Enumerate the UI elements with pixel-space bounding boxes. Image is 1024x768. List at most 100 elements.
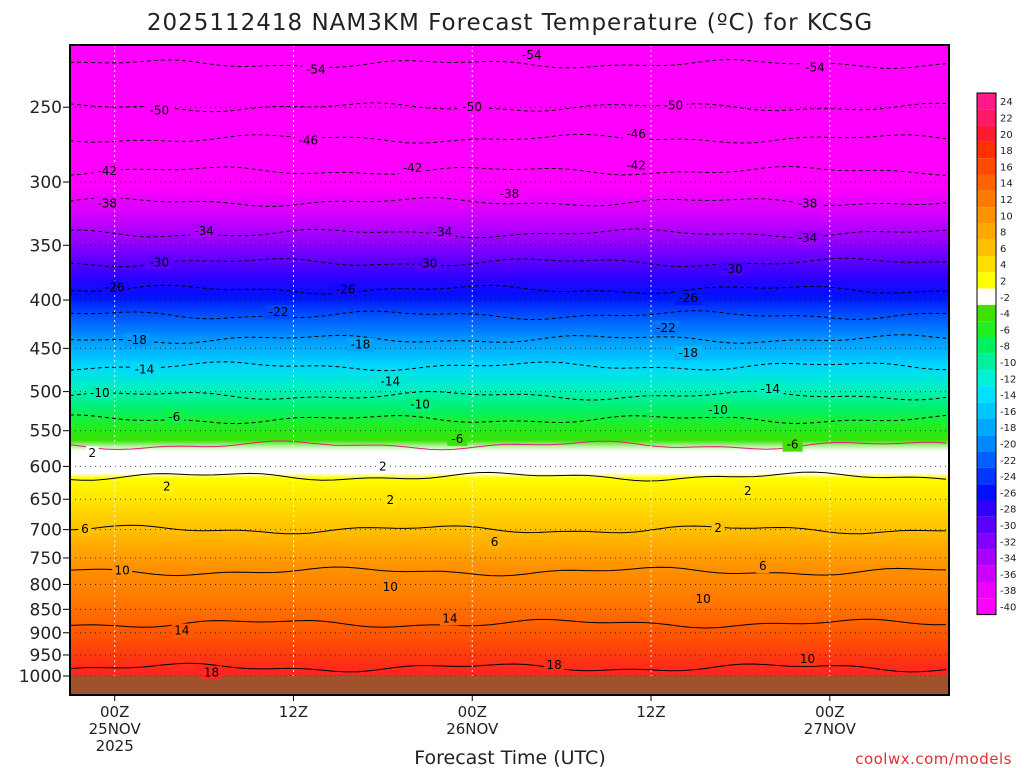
contour-label: 10 <box>115 563 130 577</box>
contour-label: 10 <box>383 580 398 594</box>
y-tick-label: 450 <box>30 339 62 359</box>
colorbar-swatch <box>977 435 996 452</box>
contour-lines <box>70 59 947 673</box>
contour-label-bg <box>518 47 546 62</box>
colorbar-swatch <box>977 174 996 191</box>
x-axis-label: Forecast Time (UTC) <box>414 747 605 768</box>
colorbar-label: 10 <box>1000 211 1013 222</box>
contour-label-bg <box>801 60 829 75</box>
contour-line <box>70 310 947 321</box>
contour-label-bg <box>622 127 650 142</box>
contour-label-bg <box>399 161 427 176</box>
contour-label: 2 <box>744 484 752 498</box>
contour-line <box>70 334 947 344</box>
contour-label: -10 <box>90 386 110 400</box>
contour-label: -14 <box>135 363 155 377</box>
contour-label-bg <box>93 163 121 178</box>
contour-label: -46 <box>626 127 646 141</box>
colorbar-swatch <box>977 141 996 159</box>
contour-label: -26 <box>678 291 698 305</box>
contour-line <box>70 257 947 268</box>
colorbar-swatch <box>977 353 996 371</box>
contour-label: -38 <box>97 196 117 210</box>
colorbar-label: -26 <box>1000 488 1016 499</box>
contour-label-bg <box>164 410 185 425</box>
ground-layer <box>70 676 949 695</box>
contour-labels: -58 -54 -54 -54 -50 -50 -50 -46 -46 -42 -42 -42 -38 -… <box>78 47 829 680</box>
contour-label-bg <box>380 580 401 595</box>
contour-label: -6 <box>787 438 799 452</box>
contour-label-bg <box>674 345 702 360</box>
colorbar-label: -34 <box>1000 554 1016 565</box>
y-axis: 250 300 350 400 450 500 550 600 650 700 750 800 850 9… <box>19 98 70 687</box>
colorbar-swatch <box>977 158 996 175</box>
contour-label: 6 <box>759 559 767 573</box>
contour-label-bg <box>145 255 173 270</box>
colorbar-label: -16 <box>1000 407 1016 418</box>
contour-label-bg <box>428 225 456 240</box>
contour-label: 2 <box>379 459 387 473</box>
contour-label: -50 <box>462 100 482 114</box>
colorbar-swatch <box>977 109 996 126</box>
colorbar-label: 16 <box>1000 162 1013 173</box>
colorbar-label: -40 <box>1000 602 1016 613</box>
contour-label: -54 <box>306 62 326 76</box>
colorbar-swatch <box>977 419 996 436</box>
contour-label-bg <box>112 563 133 578</box>
contour-label: 2 <box>163 479 171 493</box>
contour-label-bg <box>78 522 92 537</box>
y-tick-label: 400 <box>30 291 62 311</box>
colorbar-label: -38 <box>1000 586 1016 597</box>
colorbar-label: -10 <box>1000 358 1016 369</box>
contour-label: -54 <box>805 61 825 75</box>
colorbar-swatch <box>977 484 996 501</box>
colorbar-swatch <box>977 207 996 224</box>
contour-label: 10 <box>696 592 711 606</box>
contour-label-bg <box>674 290 702 305</box>
contour-label: 6 <box>81 522 89 536</box>
contour-label: -34 <box>433 225 453 239</box>
contour-label: -22 <box>656 321 676 335</box>
y-tick-label: 750 <box>30 549 62 569</box>
x-tick-label: 00Z <box>815 703 844 721</box>
colorbar-swatch <box>977 370 996 387</box>
colorbar-label: -8 <box>1000 342 1010 353</box>
colorbar-swatch <box>977 93 996 110</box>
colorbar-label: 2 <box>1000 276 1006 287</box>
colorbar-label: 20 <box>1000 130 1013 141</box>
contour-label: 18 <box>204 666 219 680</box>
x-tick-label: 26NOV <box>446 720 499 738</box>
y-tick-label: 700 <box>30 521 62 541</box>
contour-label-bg <box>711 520 725 535</box>
contour-line <box>70 618 947 629</box>
contour-label-bg <box>123 333 151 348</box>
contour-label-bg <box>793 196 821 211</box>
credit-text: coolwx.com/models <box>855 750 1012 768</box>
contour-label-bg <box>160 479 174 494</box>
x-tick-label: 00Z <box>458 703 487 721</box>
contour-label-bg <box>93 196 121 211</box>
contour-label: -18 <box>678 346 698 360</box>
chart-title: 2025112418 NAM3KM Forecast Temperature (… <box>147 10 873 36</box>
colorbar-label: 22 <box>1000 113 1013 124</box>
x-tick-label: 00Z <box>100 703 129 721</box>
contour-label: -18 <box>127 333 147 347</box>
contour-label-bg <box>376 459 390 474</box>
temperature-field <box>70 45 949 695</box>
colorbar-swatch <box>977 321 996 338</box>
y-tick-label: 950 <box>30 646 62 666</box>
contour-label: 6 <box>491 535 499 549</box>
contour-label: 2 <box>386 493 394 507</box>
contour-label-bg <box>496 187 523 202</box>
colorbar-label: -36 <box>1000 570 1016 581</box>
contour-line <box>70 59 947 69</box>
contour-label-bg <box>439 611 460 626</box>
colorbar-swatch <box>977 533 996 550</box>
contour-label-bg <box>294 133 322 148</box>
contour-label-bg <box>85 446 99 461</box>
y-tick-label: 350 <box>30 236 62 256</box>
contour-label: -6 <box>451 432 463 446</box>
contour-label-bg <box>704 403 732 418</box>
contour-label-bg <box>171 623 192 638</box>
contour-label-bg <box>145 103 173 118</box>
